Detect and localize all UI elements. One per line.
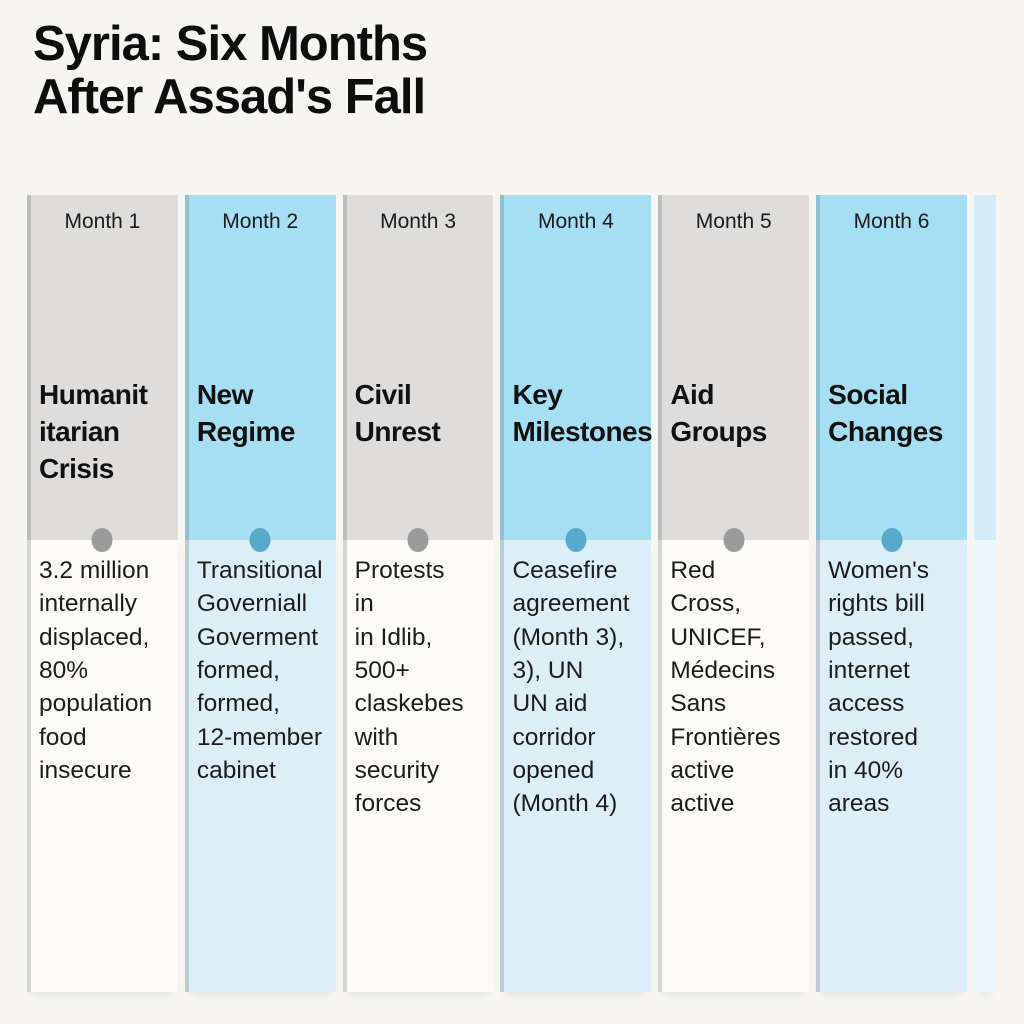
month-column-3: Month 3 Civil Unrest Protests in in Idli… <box>342 195 494 992</box>
column-body: Red Cross, UNICEF, Médecins Sans Frontiè… <box>670 557 781 818</box>
timeline-dot <box>249 528 271 552</box>
timeline-columns: Month 1 Humanit itarian Crisis 3.2 milli… <box>27 195 996 992</box>
month-label: Month 6 <box>853 210 930 233</box>
timeline-dot <box>565 528 587 552</box>
column-body-panel: Ceasefire agreement (Month 3), 3), UN UN… <box>500 540 652 992</box>
column-header-panel: Month 4 Key Milestones <box>500 195 653 552</box>
column-body: Transitional Governiall Goverment formed… <box>196 557 323 784</box>
column-heading: New Regime <box>196 379 296 447</box>
timeline-dot <box>881 528 903 552</box>
timeline-dot <box>91 528 113 552</box>
column-header-panel: Month 5 Aid Groups <box>658 195 810 552</box>
month-column-5: Month 5 Aid Groups Red Cross, UNICEF, Mé… <box>658 195 810 992</box>
month-column-4: Month 4 Key Milestones Ceasefire agreeme… <box>500 195 653 992</box>
page-title: Syria: Six Months After Assad's Fall <box>33 17 428 124</box>
month-label: Month 5 <box>695 210 772 233</box>
column-body-panel: 3.2 million internally displaced, 80% po… <box>27 540 178 992</box>
column-body: 3.2 million internally displaced, 80% po… <box>39 557 153 784</box>
clipped-edge-column <box>973 195 996 992</box>
column-body-panel: Red Cross, UNICEF, Médecins Sans Frontiè… <box>658 540 810 992</box>
column-heading: Civil Unrest <box>354 379 441 447</box>
column-header-panel: Month 3 Civil Unrest <box>342 195 494 552</box>
month-label: Month 4 <box>537 210 614 233</box>
column-header-panel: Month 1 Humanit itarian Crisis <box>27 195 178 552</box>
month-label: Month 3 <box>380 210 457 233</box>
column-body: Protests in in Idlib, 500+ claskebes wit… <box>354 557 464 818</box>
timeline-dot <box>723 528 745 552</box>
column-header-panel: Month 6 Social Changes <box>816 195 967 552</box>
column-header-panel <box>973 195 996 540</box>
month-column-6: Month 6 Social Changes Women's rights bi… <box>816 195 967 992</box>
column-heading: Humanit itarian Crisis <box>39 379 148 484</box>
column-heading: Social Changes <box>828 379 943 447</box>
column-header-panel: Month 2 New Regime <box>184 195 336 552</box>
month-column-2: Month 2 New Regime Transitional Governia… <box>184 195 336 992</box>
column-body: Ceasefire agreement (Month 3), 3), UN UN… <box>512 557 630 818</box>
column-heading: Aid Groups <box>670 379 767 447</box>
month-column-1: Month 1 Humanit itarian Crisis 3.2 milli… <box>27 195 178 992</box>
column-body-panel: Transitional Governiall Goverment formed… <box>184 540 336 992</box>
column-body-panel: Women's rights bill passed, internet acc… <box>816 540 967 992</box>
column-body: Women's rights bill passed, internet acc… <box>828 557 930 818</box>
column-body-panel: Protests in in Idlib, 500+ claskebes wit… <box>342 540 494 992</box>
column-heading: Key Milestones <box>512 379 653 447</box>
timeline-dot <box>407 528 429 552</box>
month-label: Month 1 <box>64 210 141 233</box>
column-body-panel <box>973 540 996 992</box>
month-label: Month 2 <box>222 210 299 233</box>
